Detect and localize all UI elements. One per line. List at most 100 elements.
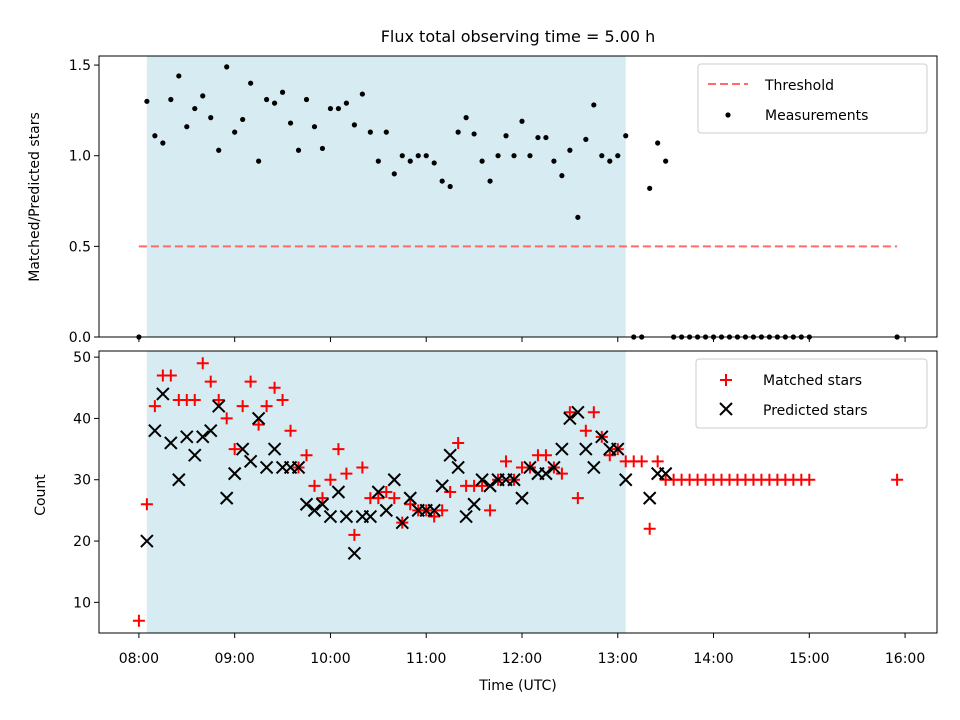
legend-threshold-label: Threshold — [764, 78, 834, 94]
matched-star-point — [276, 394, 289, 407]
predicted-star-point — [611, 442, 625, 456]
predicted-star-point — [475, 473, 489, 487]
measurement-point — [543, 134, 549, 141]
predicted-star-point — [507, 473, 521, 487]
bottom-y-tick-label: 50 — [73, 350, 91, 366]
top-shaded-span — [146, 56, 626, 337]
top-y-tick-label: 1.5 — [69, 58, 91, 74]
predicted-star-point — [299, 497, 314, 511]
measurement-point — [503, 133, 509, 139]
matched-star-point — [452, 436, 465, 449]
measurement-point — [264, 96, 270, 103]
measurement-point — [423, 153, 429, 159]
predicted-star-point — [156, 387, 170, 401]
matched-star-point — [555, 467, 568, 480]
measurement-point — [399, 153, 405, 159]
predicted-star-point — [403, 491, 417, 505]
top-legend: Threshold Measurements — [697, 63, 928, 134]
matched-star-point — [436, 504, 449, 517]
top-y-tick-label: 0.5 — [69, 239, 91, 255]
predicted-star-point — [387, 473, 402, 487]
measurement-point — [447, 183, 453, 190]
measurement-point — [511, 153, 517, 159]
measurement-point — [567, 147, 573, 153]
x-tick-label: 09:00 — [214, 651, 254, 667]
matched-star-point — [571, 492, 584, 505]
predicted-star-point — [539, 466, 553, 481]
matched-star-point — [356, 461, 369, 474]
legend-matched-label: Matched stars — [763, 373, 862, 389]
predicted-star-point — [619, 473, 633, 487]
measurement-point — [144, 98, 150, 104]
x-tick-label: 12:00 — [502, 651, 542, 667]
matched-star-point — [651, 455, 664, 468]
top-y-tick-label: 0.0 — [69, 330, 91, 346]
matched-star-point — [324, 473, 337, 486]
measurement-point — [359, 91, 365, 97]
measurement-point — [168, 96, 174, 103]
measurement-point — [615, 153, 621, 159]
matched-star-point — [428, 510, 441, 523]
measurement-point — [375, 158, 381, 164]
matched-star-point — [316, 492, 329, 505]
predicted-star-point — [658, 466, 673, 481]
measurement-point — [192, 105, 198, 112]
matched-star-point — [308, 479, 321, 492]
predicted-star-point — [379, 503, 394, 518]
matched-star-point — [220, 412, 233, 425]
measurement-point — [575, 214, 581, 220]
legend-matched-swatch — [720, 374, 732, 386]
measurement-point — [224, 64, 230, 70]
matched-star-point — [228, 443, 241, 456]
predicted-star-point — [563, 411, 577, 426]
matched-star-point — [148, 400, 161, 413]
measurement-point — [655, 140, 661, 146]
matched-star-point — [476, 479, 489, 492]
x-tick-label: 08:00 — [119, 651, 159, 667]
predicted-star-point — [371, 485, 386, 499]
measurement-point — [519, 118, 525, 124]
predicted-star-point — [467, 497, 481, 511]
top-y-tick-label: 1.0 — [69, 149, 91, 165]
predicted-star-point — [523, 460, 537, 475]
measurement-point — [479, 158, 485, 164]
x-tick-label: 14:00 — [693, 651, 733, 667]
matched-star-point — [444, 486, 457, 498]
matched-star-point — [563, 406, 576, 419]
predicted-star-point — [347, 546, 362, 561]
predicted-star-point — [291, 460, 306, 475]
bottom-y-tick-label: 10 — [73, 595, 91, 611]
matched-star-point — [635, 455, 648, 468]
predicted-star-point — [595, 430, 609, 444]
predicted-star-point — [555, 442, 569, 456]
predicted-star-point — [164, 436, 178, 450]
bottom-axes-frame — [98, 350, 938, 634]
top-panel: 0.0 0.5 1.0 1.5 Matched/Predicted stars Thr… — [27, 55, 938, 346]
top-y-ticks: 0.0 0.5 1.0 1.5 — [69, 58, 99, 346]
measurement-point — [279, 89, 286, 95]
measurement-point — [535, 134, 541, 141]
bottom-legend-box — [695, 358, 928, 429]
matched-star-point — [236, 400, 249, 413]
measurement-point — [551, 158, 557, 164]
measurement-point — [487, 178, 493, 184]
legend-predicted-swatch — [719, 402, 733, 416]
predicted-star-point — [196, 430, 210, 444]
bottom-y-tick-label: 30 — [73, 473, 91, 489]
predicted-star-point — [459, 509, 473, 524]
measurement-point — [663, 158, 669, 164]
matched-star-point — [388, 492, 401, 505]
measurement-point — [607, 158, 613, 164]
top-x-ticks — [138, 337, 906, 342]
predicted-star-point — [451, 460, 465, 475]
measurement-point — [176, 73, 182, 79]
measurement-point — [647, 185, 653, 191]
bottom-y-tick-label: 20 — [73, 534, 91, 550]
measurement-point — [303, 96, 310, 103]
measurement-point — [527, 153, 533, 159]
matched-star-point — [579, 424, 592, 437]
predicted-star-point — [315, 497, 330, 511]
matched-star-point — [340, 467, 353, 480]
measurement-point — [160, 140, 166, 146]
matched-star-point — [140, 498, 153, 511]
